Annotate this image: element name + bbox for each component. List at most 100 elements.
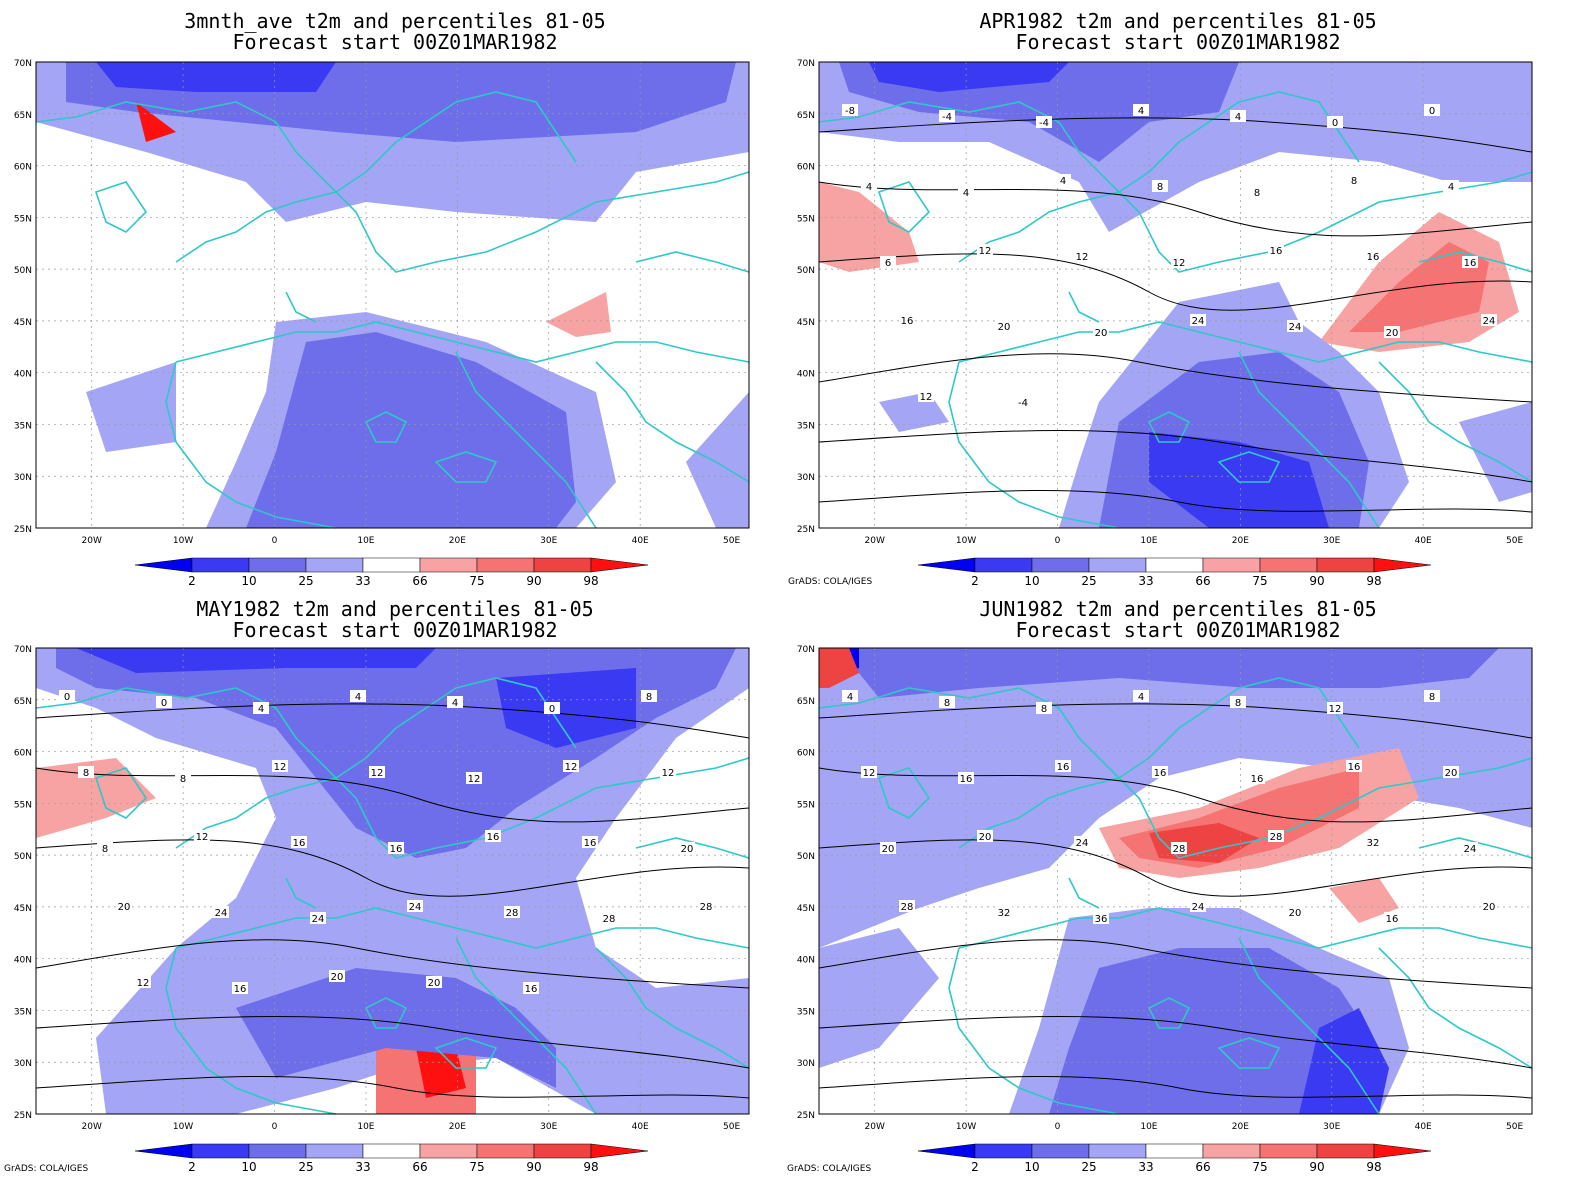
grads-credit: GrADS: COLA/IGES: [788, 577, 873, 587]
colorbar-segment: [533, 557, 592, 573]
contour-label-bg: [1190, 900, 1206, 912]
contour-label-bg: [1327, 116, 1343, 128]
coastline: [175, 907, 750, 949]
contour-label-bg: [388, 842, 404, 854]
lat-tick-label: 35N: [14, 421, 32, 431]
lat-tick-label: 45N: [797, 904, 815, 914]
coastline: [1217, 451, 1281, 483]
lon-tick-label: 10W: [173, 1122, 193, 1132]
contour-label-bg: [977, 830, 993, 842]
lon-tick-label: 10E: [357, 1122, 374, 1132]
contour-label-bg: [1443, 766, 1459, 778]
contour-label: 16: [390, 844, 403, 855]
lat-tick-label: 45N: [797, 318, 815, 328]
percentile-shade-area: [1299, 1008, 1389, 1114]
contour-label-bg: [1462, 256, 1478, 268]
contour-label-bg: [1249, 186, 1265, 198]
coastline: [285, 877, 317, 909]
coastline: [1147, 411, 1191, 443]
contour-label: 20: [1445, 768, 1458, 779]
lon-tick-label: 50E: [1506, 1122, 1523, 1132]
contour-label-bg: [1036, 702, 1052, 714]
coastline: [958, 907, 1533, 949]
contour-label-bg: [369, 766, 385, 778]
lat-tick-label: 60N: [14, 163, 32, 173]
coastline: [94, 181, 148, 233]
lat-tick-label: 65N: [797, 111, 815, 121]
lat-tick-label: 70N: [797, 645, 815, 655]
lat-tick-label: 25N: [14, 525, 32, 535]
contour-label-bg: [1424, 690, 1440, 702]
colorbar-segment: [1316, 557, 1375, 573]
coastline: [434, 451, 498, 483]
colorbar-segment: [1088, 557, 1147, 573]
contour-label-bg: [939, 696, 955, 708]
colorbar-label: 2: [188, 1160, 196, 1174]
lon-tick-label: 20E: [449, 536, 466, 546]
colorbar-label: 10: [1024, 574, 1039, 588]
map-frame: [818, 61, 1533, 529]
contour-label-bg: [1171, 256, 1187, 268]
contour-label-bg: [1249, 772, 1265, 784]
isotherm-contour: [35, 939, 750, 989]
colorbar-arrow-left: [917, 557, 976, 573]
lon-tick-label: 40E: [632, 536, 649, 546]
contour-label-bg: [1268, 244, 1284, 256]
contour-label: 12: [565, 762, 578, 773]
percentile-shade-area: [869, 62, 1069, 92]
colorbar-segment: [362, 1143, 421, 1159]
lon-tick-label: 10W: [956, 1122, 976, 1132]
contour-label: 4: [1235, 112, 1241, 123]
contour-label-bg: [1055, 760, 1071, 772]
isotherm-contour: [818, 839, 1533, 897]
contour-label-bg: [291, 836, 307, 848]
lat-tick-label: 40N: [797, 370, 815, 380]
contour-label-bg: [426, 976, 442, 988]
panel-title-line1: MAY1982 t2m and percentiles 81-05: [196, 597, 594, 621]
contour-label: 28: [506, 908, 519, 919]
colorbar-label: 33: [355, 1160, 370, 1174]
contour-label-bg: [1268, 830, 1284, 842]
coastline: [635, 251, 750, 273]
percentile-shade-area: [76, 648, 436, 673]
colorbar-segment: [305, 1143, 364, 1159]
percentile-shade-area: [819, 648, 859, 688]
contour-label-bg: [1074, 250, 1090, 262]
coastline: [948, 361, 1120, 529]
coastline: [364, 997, 408, 1029]
contour-label-bg: [660, 766, 676, 778]
percentile-shade-area: [686, 392, 749, 528]
isotherm-contour: [35, 839, 750, 897]
percentile-shade-area: [1459, 402, 1532, 502]
contour-label: 12: [662, 768, 675, 779]
contour-label: 4: [1138, 692, 1144, 703]
isotherm-contour: [818, 767, 1533, 823]
contour-label-bg: [116, 900, 132, 912]
contour-label-bg: [253, 702, 269, 714]
lat-tick-label: 55N: [797, 214, 815, 224]
panel-title-line2: Forecast start 00Z01MAR1982: [232, 30, 558, 54]
contour-label: 32: [1367, 838, 1380, 849]
colorbar-label: 66: [1195, 1160, 1210, 1174]
contour-label: 0: [161, 698, 167, 709]
map-svg: 4884812812161616161620202024282832242832…: [797, 645, 1533, 1174]
contour-label-bg: [135, 976, 151, 988]
contour-label-bg: [1093, 326, 1109, 338]
contour-label: 8: [646, 692, 652, 703]
contour-label: 16: [1386, 914, 1399, 925]
contour-label-bg: [899, 900, 915, 912]
isotherm-contour: [818, 253, 1533, 311]
contour-label: 12: [920, 392, 933, 403]
lat-tick-label: 65N: [797, 697, 815, 707]
contour-label: 4: [847, 692, 853, 703]
contour-label-bg: [1230, 696, 1246, 708]
colorbar-segment: [1259, 557, 1318, 573]
contour-label: 0: [1332, 118, 1338, 129]
contour-label: 16: [1251, 774, 1264, 785]
contour-label: 8: [180, 774, 186, 785]
contour-label-bg: [601, 912, 617, 924]
coastline: [1147, 997, 1191, 1029]
contour-label: 28: [1270, 832, 1283, 843]
contour-label-bg: [1424, 104, 1440, 116]
